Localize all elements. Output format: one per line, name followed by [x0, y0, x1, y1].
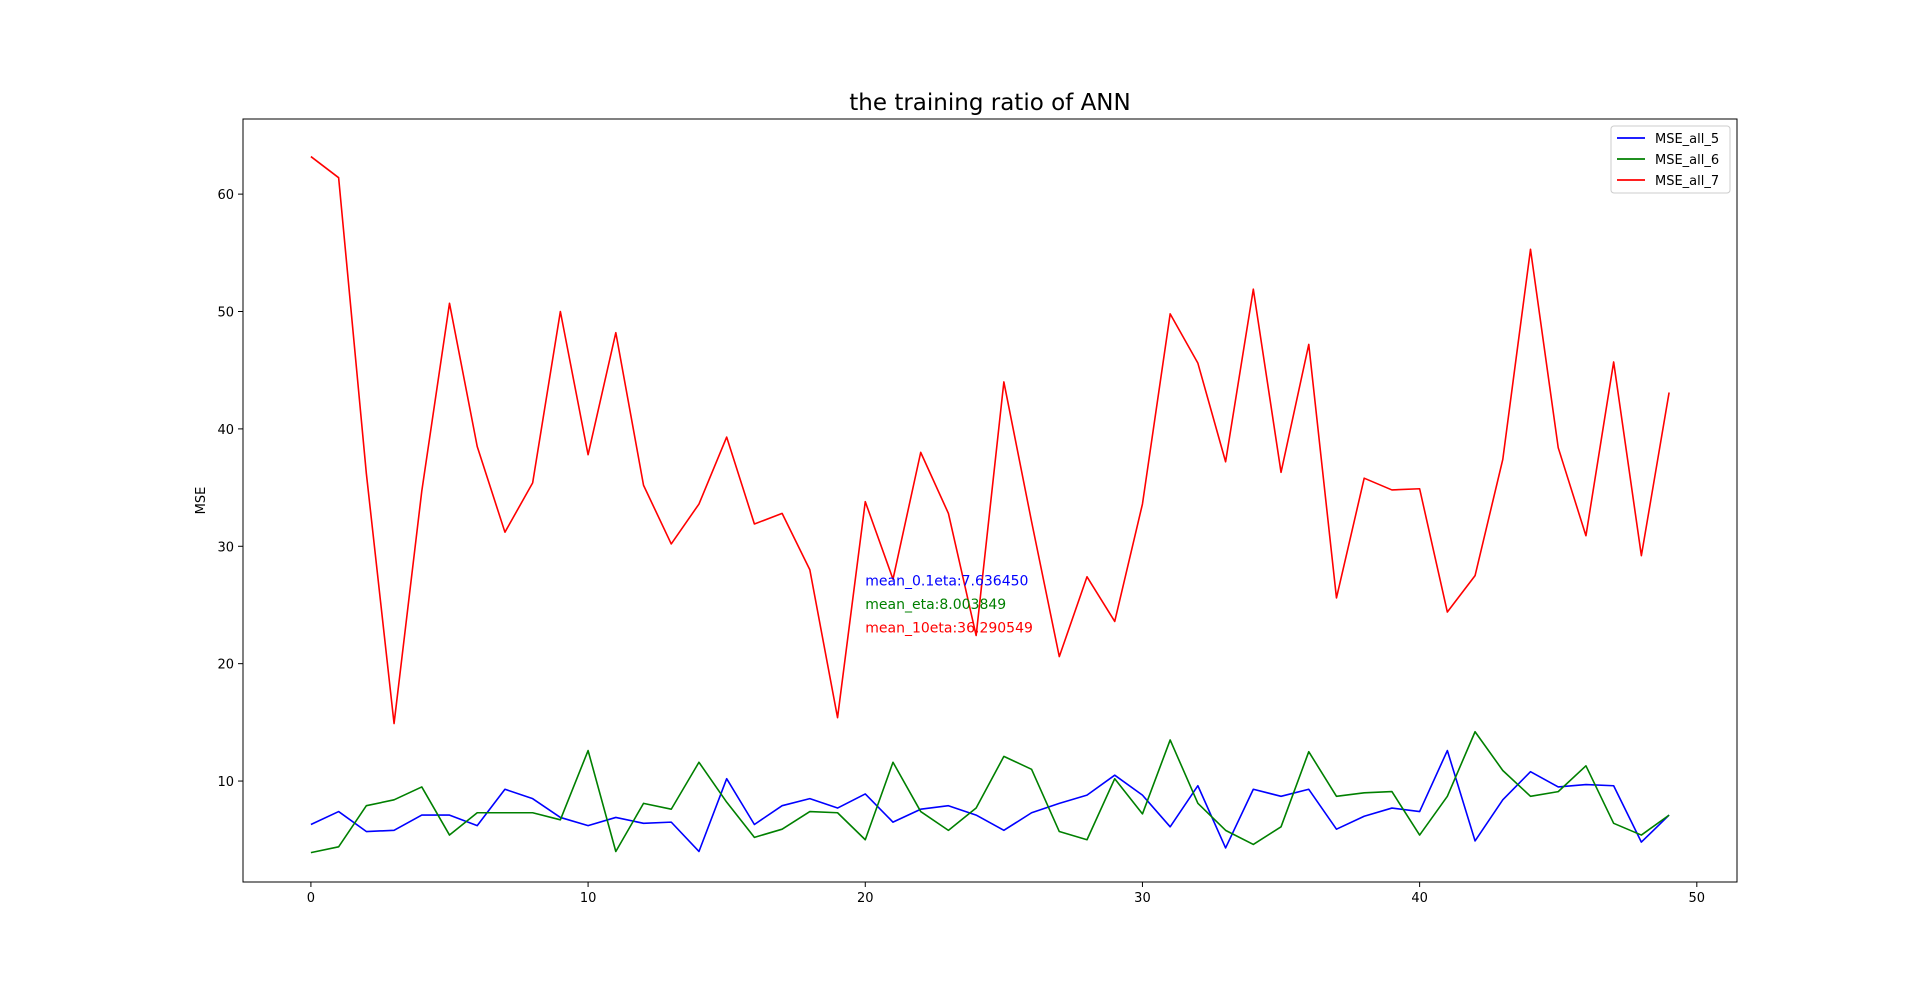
- x-tick-label: 50: [1689, 891, 1706, 906]
- y-tick-label: 40: [217, 423, 234, 438]
- series-line-MSE_all_7: [310, 155, 1670, 725]
- y-axis-label: MSE: [194, 487, 209, 515]
- series-line-MSE_all_6: [310, 730, 1670, 854]
- series-line-MSE_all_5: [310, 749, 1670, 853]
- y-axis: 10 20 30 40 50 60: [217, 188, 243, 790]
- y-tick-label: 50: [217, 306, 234, 321]
- x-axis: 0 10 20 30 40 50: [307, 882, 1705, 906]
- chart-title: the training ratio of ANN: [849, 90, 1130, 116]
- legend-label: MSE_all_5: [1655, 132, 1719, 147]
- plot-lines: [310, 155, 1670, 854]
- annotation-text: mean_10eta:36.290549: [865, 620, 1033, 636]
- annotations: mean_0.1eta:7.636450 mean_eta:8.003849mea…: [865, 573, 1033, 636]
- y-tick-label: 60: [217, 188, 234, 203]
- x-tick-label: 0: [307, 891, 315, 906]
- annotation-text: mean_0.1eta:7.636450: [865, 573, 1028, 589]
- annotation-text: mean_eta:8.003849: [865, 597, 1006, 613]
- y-tick-label: 30: [217, 540, 234, 555]
- legend-label: MSE_all_6: [1655, 153, 1719, 168]
- legend-label: MSE_all_7: [1655, 174, 1719, 189]
- x-tick-label: 20: [857, 891, 874, 906]
- plot-frame: [242, 118, 1738, 883]
- x-tick-label: 30: [1134, 891, 1151, 906]
- legend: MSE_all_5 MSE_all_6 MSE_all_7: [1610, 125, 1731, 194]
- x-tick-label: 10: [580, 891, 597, 906]
- legend-box: [1610, 125, 1731, 194]
- x-tick-label: 40: [1411, 891, 1428, 906]
- y-tick-label: 10: [217, 775, 234, 790]
- y-tick-label: 20: [217, 658, 234, 673]
